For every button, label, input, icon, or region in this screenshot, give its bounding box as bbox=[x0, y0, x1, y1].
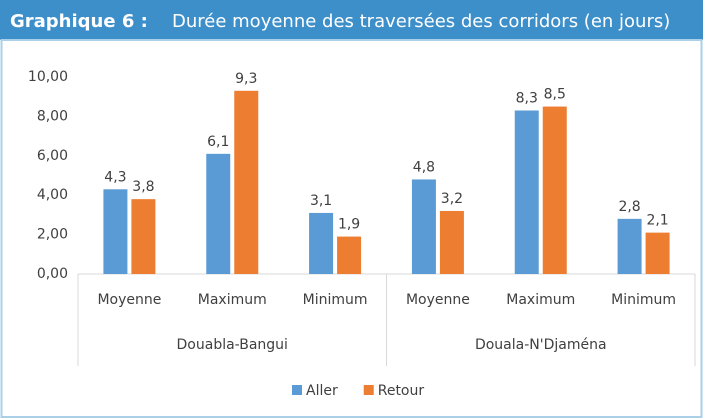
x-tick-label: Maximum bbox=[198, 292, 267, 308]
value-label: 1,9 bbox=[338, 217, 360, 233]
value-label: 4,3 bbox=[104, 169, 126, 185]
bar bbox=[617, 218, 642, 274]
bar bbox=[103, 189, 128, 274]
value-label: 9,3 bbox=[235, 71, 257, 87]
value-label: 3,1 bbox=[310, 193, 332, 209]
x-tick-label: Moyenne bbox=[97, 292, 161, 308]
value-label: 3,2 bbox=[441, 191, 463, 207]
value-label: 3,8 bbox=[132, 179, 154, 195]
chart-title-number: Graphique 6 : bbox=[10, 11, 148, 32]
value-label: 6,1 bbox=[207, 134, 229, 150]
y-tick-label: 6,00 bbox=[37, 148, 68, 164]
bar bbox=[206, 153, 231, 274]
value-label: 2,1 bbox=[646, 213, 668, 229]
y-tick-label: 2,00 bbox=[37, 227, 68, 243]
y-tick-label: 0,00 bbox=[37, 266, 68, 282]
x-tick-label: Moyenne bbox=[406, 292, 470, 308]
chart-frame bbox=[0, 39, 703, 418]
bar bbox=[337, 236, 362, 274]
bar bbox=[131, 199, 156, 274]
value-label: 8,5 bbox=[544, 87, 566, 103]
value-label: 4,8 bbox=[413, 159, 435, 175]
bar bbox=[645, 232, 670, 274]
legend-label: Aller bbox=[306, 383, 338, 399]
bar bbox=[542, 106, 567, 274]
bar bbox=[439, 210, 464, 274]
y-tick-label: 4,00 bbox=[37, 187, 68, 203]
y-tick-label: 8,00 bbox=[37, 108, 68, 124]
x-tick-label: Minimum bbox=[611, 292, 676, 308]
y-tick-label: 10,00 bbox=[28, 69, 68, 85]
x-tick-label: Maximum bbox=[506, 292, 575, 308]
legend-label: Retour bbox=[378, 383, 425, 399]
bar bbox=[309, 212, 334, 274]
group-label: Douabla-Bangui bbox=[177, 337, 288, 353]
legend-swatch bbox=[363, 385, 374, 395]
x-tick-label: Minimum bbox=[303, 292, 368, 308]
value-label: 8,3 bbox=[516, 90, 538, 106]
group-label: Douala-N'Djaména bbox=[475, 337, 607, 353]
title-bar bbox=[0, 0, 703, 40]
value-label: 2,8 bbox=[618, 199, 640, 215]
bar bbox=[514, 110, 539, 275]
chart-title: Durée moyenne des traversées des corrido… bbox=[172, 11, 670, 32]
legend-swatch bbox=[292, 385, 302, 395]
bar bbox=[234, 90, 259, 274]
bar bbox=[411, 179, 436, 274]
